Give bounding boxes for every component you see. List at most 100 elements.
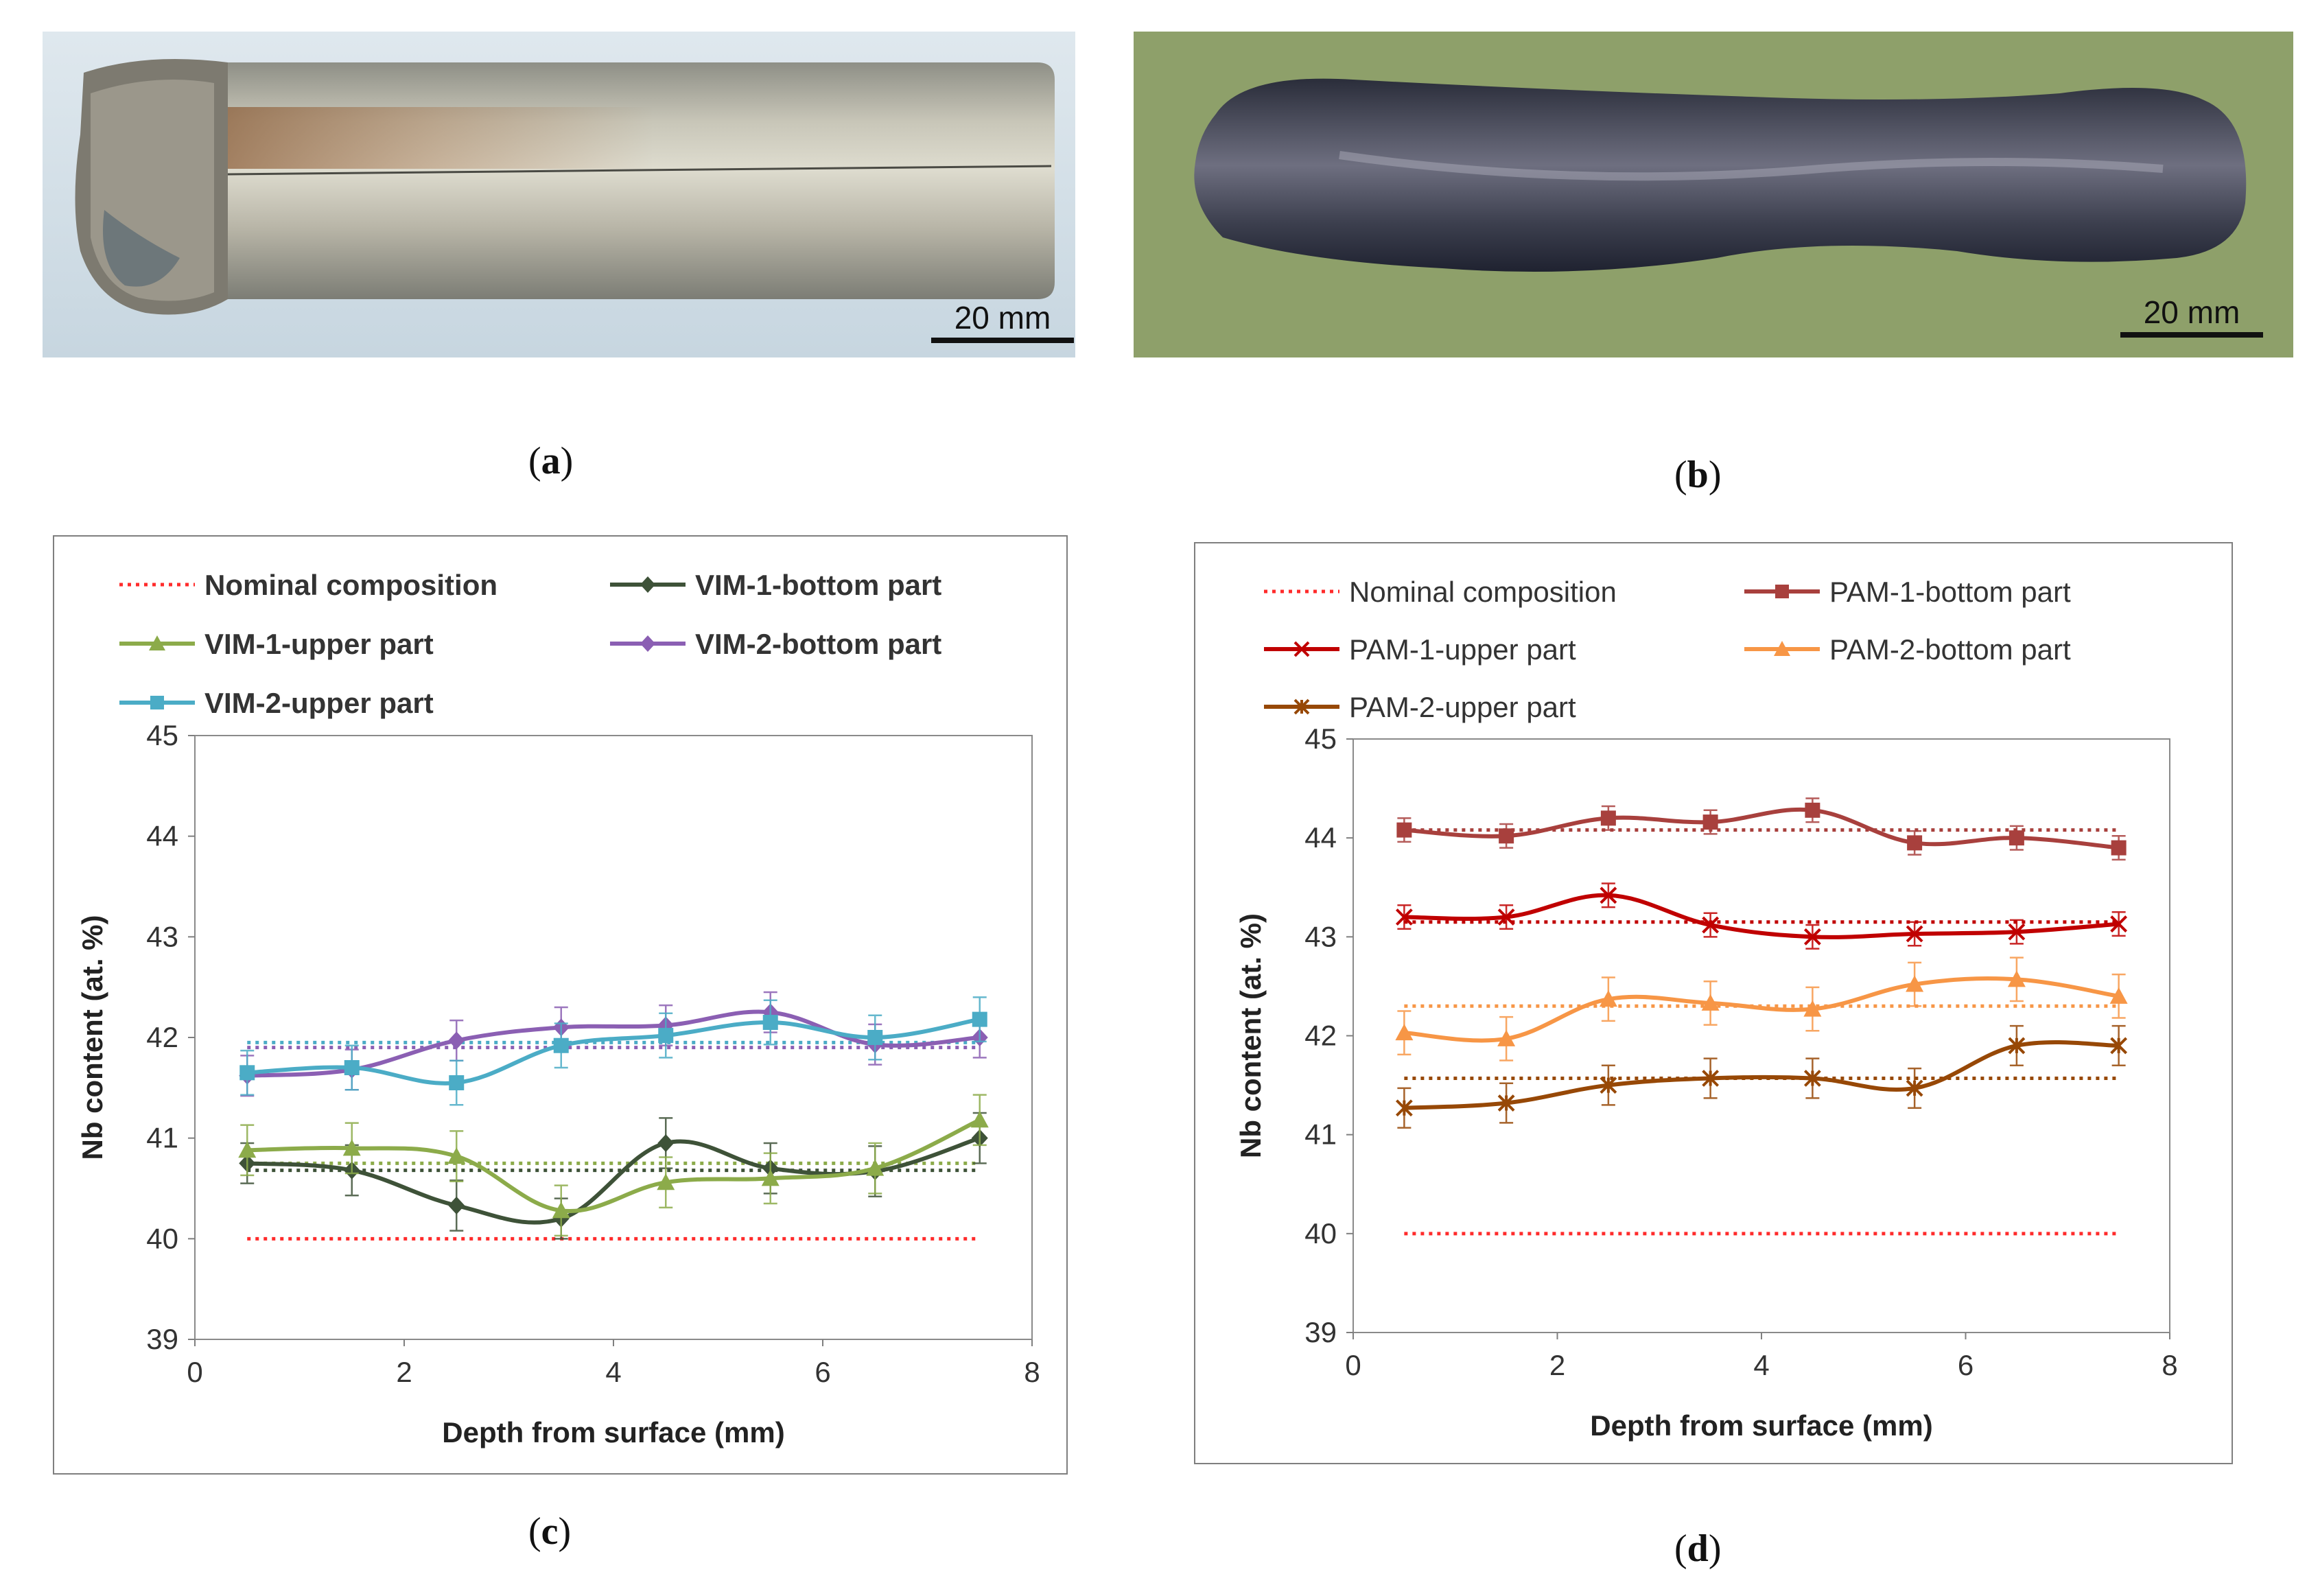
series-pam-1-upper-part <box>1395 882 2128 950</box>
data-point <box>1600 810 1616 826</box>
y-axis-label: Nb content (at. %) <box>76 915 108 1160</box>
scale-label-b: 20 mm <box>2143 294 2240 330</box>
x-axis-label: Depth from surface (mm) <box>442 1416 784 1448</box>
y-tick-label: 42 <box>146 1021 178 1053</box>
x-tick-label: 0 <box>187 1356 202 1388</box>
legend-label: VIM-2-bottom part <box>695 628 941 660</box>
y-tick-label: 44 <box>1304 821 1337 854</box>
legend-marker <box>1293 641 1310 657</box>
data-point <box>1906 925 1923 943</box>
caption-b-letter: b <box>1687 454 1709 496</box>
legend-item: PAM-1-upper part <box>1264 633 1576 666</box>
caption-c: (c) <box>528 1510 572 1553</box>
y-axis-label: Nb content (at. %) <box>1234 913 1267 1158</box>
legend-item: VIM-2-bottom part <box>610 628 941 660</box>
x-tick-label: 4 <box>1753 1349 1769 1381</box>
legend-item: VIM-2-upper part <box>119 687 434 719</box>
caption-b: (b) <box>1674 454 1722 496</box>
scale-bar-a: 20 mm <box>931 299 1074 343</box>
legend-item: PAM-1-bottom part <box>1744 576 2071 608</box>
series-line <box>1404 976 2120 1043</box>
data-point <box>1395 908 1413 926</box>
chart-c: 39 40 41 42 43 44 45 0 2 4 6 8 Depth from surface (m… <box>76 569 1040 1448</box>
legend-item: VIM-1-upper part <box>119 628 434 660</box>
pam-ingot-image <box>1134 32 2293 357</box>
data-point <box>1803 1000 1822 1017</box>
data-point <box>553 1037 569 1053</box>
legend-marker <box>640 635 655 652</box>
caption-d: (d) <box>1674 1527 1722 1570</box>
data-point <box>2111 840 2127 856</box>
y-tick-label: 39 <box>146 1323 178 1355</box>
x-tick-label: 2 <box>1549 1349 1565 1381</box>
data-point <box>552 1201 570 1219</box>
legend-marker <box>1293 699 1310 715</box>
data-point <box>1396 822 1412 838</box>
legend-item: Nominal composition <box>1264 576 1617 608</box>
data-point <box>2009 830 2024 846</box>
scale-bar-b: 20 mm <box>2120 294 2263 338</box>
legend-marker <box>150 696 164 709</box>
data-point <box>1906 1079 1923 1097</box>
y-tick-label: 45 <box>146 719 178 751</box>
data-point <box>1497 908 1515 926</box>
y-tick-label: 45 <box>1304 723 1337 755</box>
series-pam-2-upper-part <box>1395 1024 2128 1129</box>
data-point <box>1907 835 1923 851</box>
y-tick-label: 40 <box>1304 1217 1337 1249</box>
chart-d-frame: 39 40 41 42 43 44 45 0 2 4 6 8 Depth from surface (m… <box>1194 542 2233 1464</box>
vim-ingot-image <box>43 32 1075 357</box>
scale-line-b <box>2120 332 2263 338</box>
legend-label: PAM-2-upper part <box>1349 691 1576 723</box>
scale-line-a <box>931 338 1074 343</box>
legend-label: PAM-1-upper part <box>1349 633 1576 666</box>
y-tick-label: 40 <box>146 1222 178 1254</box>
x-tick-label: 8 <box>1024 1356 1040 1388</box>
data-point <box>972 1011 987 1027</box>
data-point <box>1702 1070 1720 1087</box>
data-point <box>342 1139 361 1156</box>
legend-label: Nominal composition <box>1349 576 1617 608</box>
data-point <box>1395 1024 1414 1041</box>
legend-marker <box>1775 585 1789 598</box>
caption-a-letter: a <box>541 440 561 482</box>
data-point <box>2110 915 2128 933</box>
y-tick-label: 43 <box>1304 920 1337 952</box>
data-point <box>1702 814 1718 830</box>
data-point <box>238 1141 257 1158</box>
data-point <box>657 1134 675 1152</box>
legend-label: VIM-1-bottom part <box>695 569 941 601</box>
y-tick-label: 42 <box>1304 1020 1337 1052</box>
photo-vim-ingot <box>43 32 1075 357</box>
data-point <box>1499 828 1514 844</box>
legend-label: PAM-1-bottom part <box>1829 576 2071 608</box>
series-line <box>1404 893 2119 939</box>
data-point <box>1497 1029 1516 1046</box>
data-point <box>449 1075 465 1090</box>
data-point <box>2110 1037 2128 1055</box>
legend-item: VIM-1-bottom part <box>610 569 941 601</box>
data-point <box>657 1173 675 1190</box>
y-tick-label: 41 <box>1304 1118 1337 1151</box>
data-point <box>1600 887 1617 904</box>
y-tick-label: 44 <box>146 820 178 852</box>
data-point <box>344 1060 360 1075</box>
data-point <box>1805 802 1820 818</box>
x-tick-label: 2 <box>396 1356 412 1388</box>
x-tick-label: 8 <box>2162 1349 2177 1381</box>
legend-item: PAM-2-bottom part <box>1744 633 2071 666</box>
x-tick-label: 6 <box>815 1356 830 1388</box>
data-point <box>1395 1099 1413 1117</box>
legend-marker <box>640 576 655 593</box>
data-point <box>239 1065 255 1081</box>
series-line <box>247 1017 981 1085</box>
x-axis-label: Depth from surface (mm) <box>1590 1409 1932 1442</box>
caption-d-letter: d <box>1687 1527 1709 1570</box>
legend-marker <box>1774 641 1790 656</box>
data-point <box>970 1111 989 1128</box>
data-point <box>1599 990 1617 1007</box>
data-point <box>761 1169 780 1186</box>
data-point <box>762 1015 778 1030</box>
data-point <box>1702 916 1720 934</box>
chart-d: 39 40 41 42 43 44 45 0 2 4 6 8 Depth from surface (m… <box>1234 576 2178 1442</box>
